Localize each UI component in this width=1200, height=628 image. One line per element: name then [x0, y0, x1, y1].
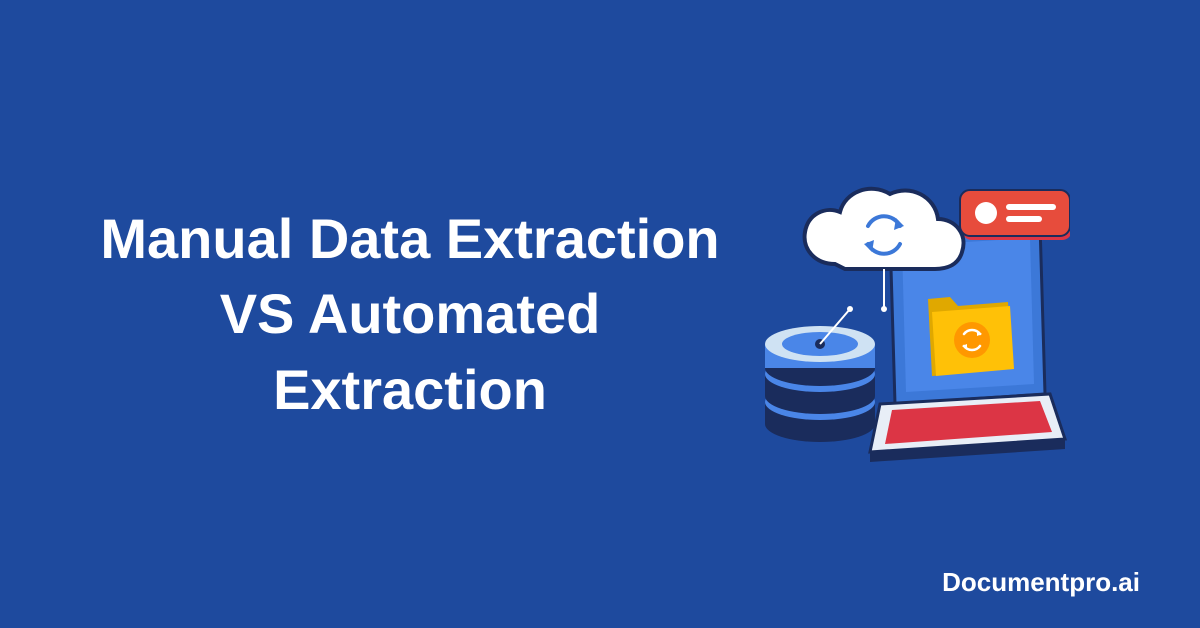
- folder-icon: [928, 297, 1014, 376]
- brand-label: Documentpro.ai: [942, 567, 1140, 598]
- headline-text: Manual Data Extraction VS Automated Extr…: [90, 201, 730, 428]
- notification-badge-icon: [960, 190, 1070, 240]
- banner-container: Manual Data Extraction VS Automated Extr…: [0, 0, 1200, 628]
- database-icon: [765, 306, 875, 442]
- illustration-cloud-laptop-database: [730, 144, 1070, 484]
